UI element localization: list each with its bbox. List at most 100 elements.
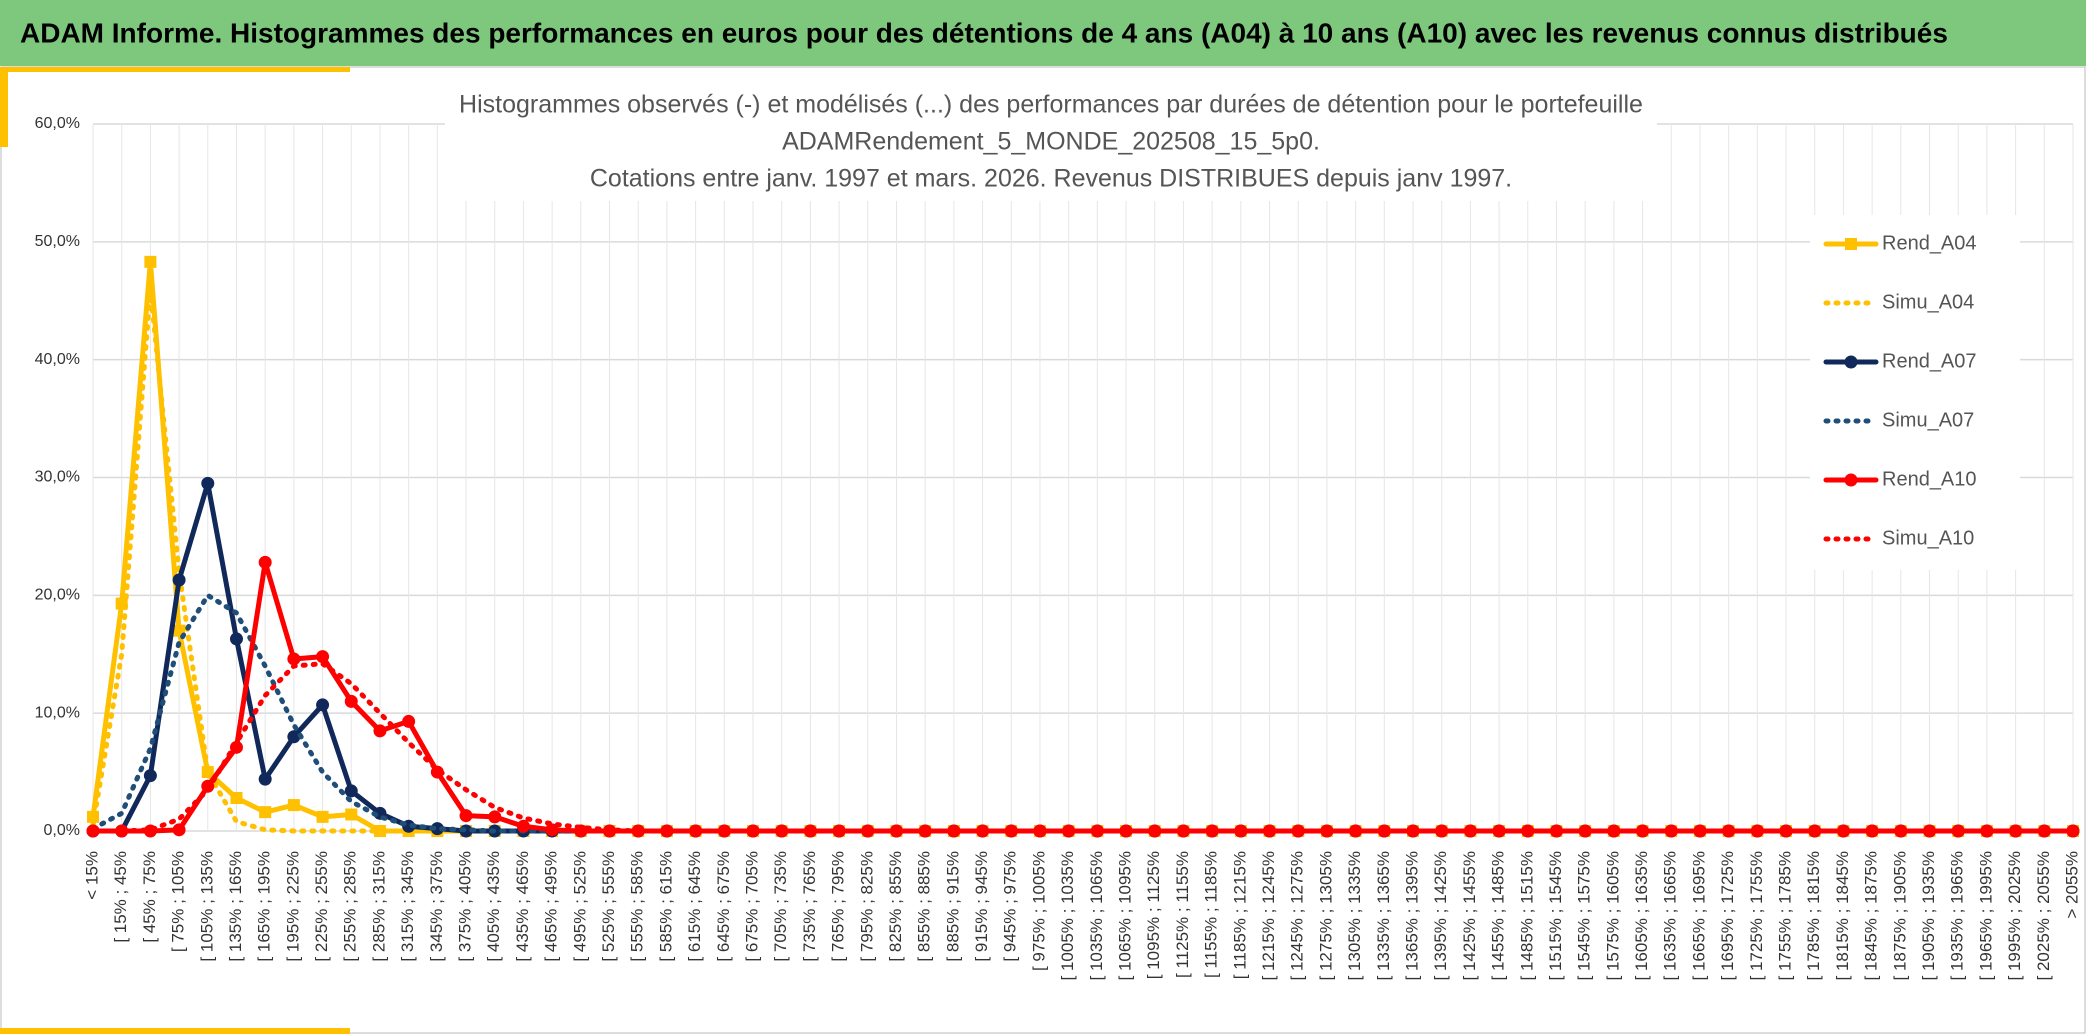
legend-label: Rend_A07 (1882, 350, 1977, 372)
y-tick-label: 0,0% (44, 822, 80, 839)
point (287, 652, 301, 666)
x-tick-label: [ 645% ; 675% (714, 851, 733, 962)
y-tick-label: 10,0% (35, 704, 80, 721)
point (1435, 824, 1449, 838)
x-tick-label: [ 705% ; 735% (771, 851, 790, 962)
x-tick-label: [ 615% ; 645% (685, 851, 704, 962)
title-box (445, 86, 1657, 201)
legend-marker (1844, 473, 1858, 487)
x-tick-label: [ 255% ; 285% (341, 851, 360, 962)
x-tick-label: [ 1365% ; 1395% (1402, 851, 1421, 980)
point (172, 573, 186, 587)
x-tick-label: [ 1185% ; 1215% (1230, 851, 1249, 979)
series-line (90, 480, 2076, 834)
point (976, 824, 990, 838)
x-tick-label: [ 1515% ; 1545% (1546, 851, 1565, 980)
legend-label: Simu_A04 (1882, 291, 1974, 313)
x-tick-label: [ 1305% ; 1335% (1345, 851, 1364, 980)
x-tick-label: [ 1125% ; 1155% (1173, 851, 1192, 978)
x-tick-label: [ 375% ; 405% (456, 851, 475, 962)
legend-label: Rend_A04 (1882, 232, 1977, 254)
x-tick-label: [ 165% ; 195% (255, 851, 274, 962)
point (373, 724, 387, 738)
x-tick-label: < 15% (82, 851, 101, 900)
x-tick-label: [ 1215% ; 1245% (1259, 851, 1278, 980)
x-tick-label: [ 915% ; 945% (972, 851, 991, 962)
x-tick-label: [ 735% ; 765% (800, 851, 819, 962)
x-tick-label: [ 1785% ; 1815% (1804, 851, 1823, 980)
x-tick-label: [ 1695% ; 1725% (1718, 851, 1737, 980)
x-tick-label: [ 975% ; 1005% (1029, 851, 1048, 971)
point (316, 810, 329, 823)
x-tick-label: [ 1755% ; 1785% (1776, 851, 1795, 980)
point (1865, 824, 1879, 838)
y-tick-label: 60,0% (35, 115, 80, 132)
point (316, 650, 330, 664)
x-tick-label: [ 1425% ; 1455% (1460, 851, 1479, 980)
point (2066, 824, 2080, 838)
x-tick-label: [ 795% ; 825% (857, 851, 876, 962)
x-tick-label: [ 1875% ; 1905% (1890, 851, 1909, 980)
point (2037, 824, 2051, 838)
point (1377, 824, 1391, 838)
chart-frame (0, 66, 2086, 1034)
x-tick-label: [ 195% ; 225% (283, 851, 302, 962)
x-tick-label: [ 1545% ; 1575% (1575, 851, 1594, 980)
x-tick-label: [ 435% ; 465% (513, 851, 532, 962)
legend-box (1810, 215, 2020, 570)
point (1176, 824, 1190, 838)
point (144, 255, 157, 268)
x-tick-label: [ 1665% ; 1695% (1689, 851, 1708, 980)
legend-label: Simu_A07 (1882, 409, 1974, 431)
x-tick-label: [ 1995% ; 2025% (2005, 851, 2024, 980)
chart-title: ADAMRendement_5_MONDE_202508_15_5p0. (782, 128, 1320, 156)
x-tick-label: [ 1905% ; 1935% (1919, 851, 1938, 980)
y-tick-label: 20,0% (35, 587, 80, 604)
x-tick-label: [ 555% ; 585% (628, 851, 647, 962)
x-tick-label: [ 1335% ; 1365% (1374, 851, 1393, 980)
corner-mark (0, 67, 350, 72)
point (947, 824, 961, 838)
series-line (90, 286, 2076, 834)
point (1836, 824, 1850, 838)
point (287, 730, 301, 744)
point (488, 810, 502, 824)
x-tick-label: [ 465% ; 495% (542, 851, 561, 962)
x-tick-label: [ 1455% ; 1485% (1489, 851, 1508, 980)
x-tick-label: [ 945% ; 975% (1001, 851, 1020, 962)
x-tick-label: [ 1605% ; 1635% (1632, 851, 1651, 980)
point (516, 819, 530, 833)
x-tick-label: [ 1095% ; 1125% (1144, 851, 1163, 979)
x-tick-label: [ 525% ; 555% (599, 851, 618, 962)
legend-marker (1845, 238, 1857, 250)
point (259, 806, 272, 819)
point (717, 824, 731, 838)
point (746, 824, 760, 838)
x-tick-label: [ 1635% ; 1665% (1661, 851, 1680, 980)
point (345, 808, 358, 821)
x-tick-label: [ 315% ; 345% (398, 851, 417, 962)
x-tick-label: [ 1575% ; 1605% (1603, 851, 1622, 980)
x-tick-label: [ 1485% ; 1515% (1517, 851, 1536, 980)
point (258, 555, 272, 569)
x-tick-label: [ 285% ; 315% (369, 851, 388, 962)
point (316, 698, 330, 712)
point (430, 822, 444, 836)
x-tick-label: [ 15% ; 45% (111, 851, 130, 943)
series-line (90, 559, 2076, 834)
grid: 0,0% 10,0% 20,0% 30,0% 40,0% 50,0% 60,0% < 15% [… (35, 115, 2082, 980)
x-tick-label: [ 1275% ; 1305% (1316, 851, 1335, 980)
x-tick-label: [ 345% ; 375% (427, 851, 446, 962)
x-tick-label: [ 825% ; 855% (886, 851, 905, 962)
x-tick-label: [ 495% ; 525% (570, 851, 589, 962)
point (344, 694, 358, 708)
point (230, 792, 243, 805)
x-tick-label: [ 75% ; 105% (169, 851, 188, 952)
x-tick-label: [ 1035% ; 1065% (1087, 851, 1106, 980)
point (1205, 824, 1219, 838)
x-tick-label: [ 1815% ; 1845% (1833, 851, 1852, 980)
corner-mark (0, 67, 8, 147)
point (258, 772, 272, 786)
